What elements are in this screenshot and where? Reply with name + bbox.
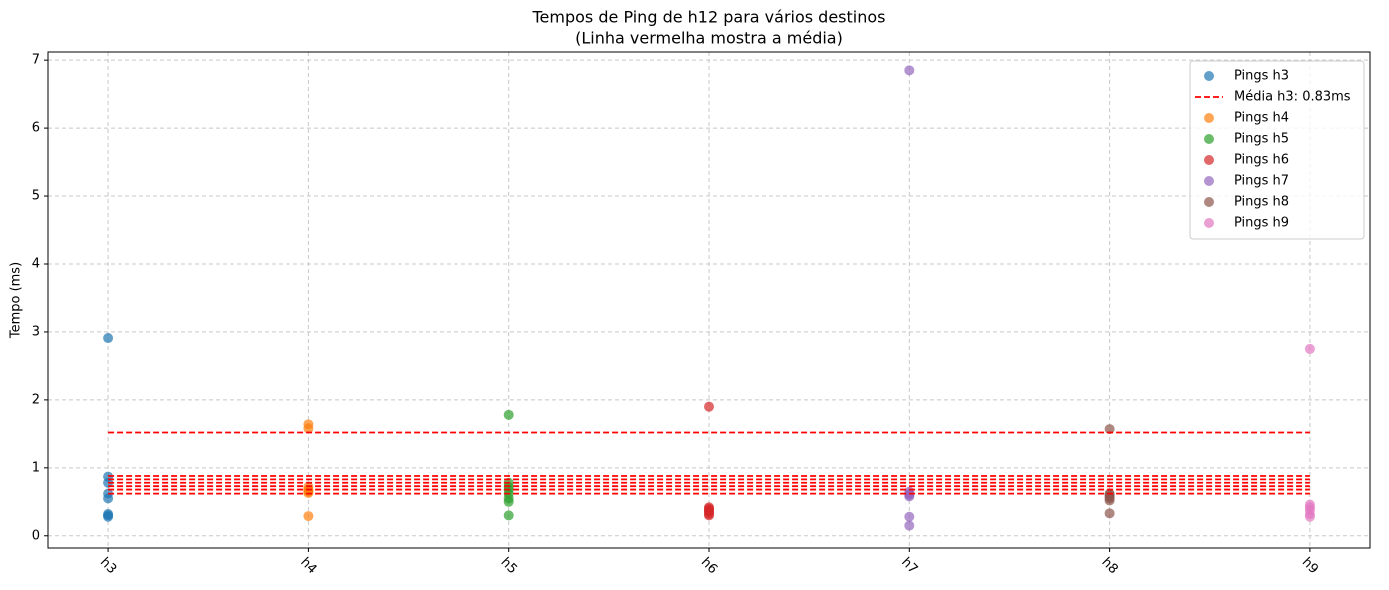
legend-label: Pings h9 (1234, 216, 1289, 231)
scatter-point (503, 409, 514, 420)
scatter-point (904, 65, 915, 76)
legend-label: Pings h4 (1234, 111, 1289, 126)
legend-marker (1204, 134, 1214, 144)
legend-label: Pings h5 (1234, 132, 1289, 147)
scatter-point (503, 496, 514, 507)
scatter-point (503, 510, 514, 521)
legend-marker (1204, 71, 1214, 81)
y-tick-label: 1 (32, 460, 40, 475)
scatter-point (704, 401, 714, 412)
scatter-point (1304, 511, 1315, 522)
scatter-point (103, 511, 114, 522)
y-tick-label: 7 (32, 53, 40, 68)
y-tick-label: 3 (32, 324, 40, 339)
scatter-point (904, 511, 915, 522)
plot-frame (47, 51, 1371, 549)
y-tick-label: 6 (32, 121, 40, 136)
x-tick-label: h9 (1299, 555, 1321, 577)
y-tick-label: 5 (32, 189, 40, 204)
legend-label: Pings h6 (1234, 153, 1289, 168)
scatter-point (103, 333, 114, 344)
y-tick-label: 2 (32, 392, 40, 407)
scatter-point (1104, 490, 1115, 501)
legend-marker (1204, 197, 1214, 207)
scatter-point (1104, 508, 1115, 519)
scatter-point (103, 493, 114, 504)
legend-label: Pings h3 (1234, 69, 1289, 84)
chart-title: Tempos de Ping de h12 para vários destin… (532, 8, 886, 27)
x-tick-label: h5 (498, 555, 520, 577)
x-tick-label: h4 (297, 555, 319, 577)
legend-marker (1204, 176, 1214, 186)
chart-subtitle: (Linha vermelha mostra a média) (575, 29, 843, 48)
y-axis-label: Tempo (ms) (9, 262, 24, 339)
legend-marker (1204, 155, 1214, 165)
y-tick-label: 0 (32, 528, 40, 543)
legend-box (1189, 60, 1365, 240)
x-tick-label: h6 (698, 555, 720, 577)
y-tick-label: 4 (32, 256, 40, 271)
x-tick-label: h3 (97, 555, 119, 577)
scatter-point (704, 506, 714, 517)
legend-label: Pings h8 (1234, 195, 1289, 210)
scatter-point (904, 520, 915, 531)
scatter-point (303, 511, 314, 522)
legend-label: Pings h7 (1234, 174, 1289, 189)
legend-label: Média h3: 0.83ms (1234, 90, 1351, 105)
legend-marker (1204, 113, 1214, 123)
legend-marker (1204, 218, 1214, 228)
scatter-point (1304, 343, 1315, 354)
scatter-point (303, 423, 314, 434)
x-tick-label: h8 (1098, 555, 1120, 577)
x-tick-label: h7 (898, 555, 920, 577)
